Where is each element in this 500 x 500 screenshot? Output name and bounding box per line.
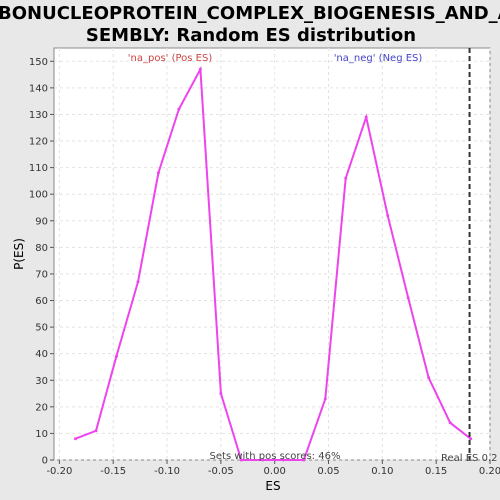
pos-scores-note: Sets with pos scores: 46% xyxy=(210,451,341,462)
x-tick-label: 0.15 xyxy=(425,466,447,477)
y-tick-label: 20 xyxy=(35,402,48,413)
x-tick-label: -0.10 xyxy=(154,466,180,477)
y-tick-label: 50 xyxy=(35,323,48,334)
pos-label: 'na_pos' (Pos ES) xyxy=(128,53,213,64)
x-tick-label: 0.20 xyxy=(479,466,500,477)
y-axis-ticks: 0 10 20 30 40 50 60 70 80 90 100 110 120 130 140 150 xyxy=(29,57,54,467)
data-point xyxy=(198,67,202,71)
y-tick-label: 110 xyxy=(29,163,48,174)
data-point xyxy=(177,107,181,111)
y-tick-label: 70 xyxy=(35,269,48,280)
y-tick-label: 80 xyxy=(35,243,48,254)
x-tick-label: 0.00 xyxy=(264,466,286,477)
data-point xyxy=(114,354,118,358)
data-point xyxy=(364,115,368,119)
x-axis-ticks: -0.20 -0.15 -0.10 -0.05 0.00 0.05 0.10 0.15 0.20 xyxy=(46,460,500,477)
y-tick-label: 90 xyxy=(35,216,48,227)
chart-title-line-2: SEMBLY: Random ES distribution xyxy=(86,25,416,46)
data-point xyxy=(239,458,243,462)
grid-lines xyxy=(54,48,491,461)
y-tick-label: 30 xyxy=(35,376,48,387)
data-point xyxy=(219,392,223,396)
y-tick-label: 0 xyxy=(42,456,48,467)
y-tick-label: 150 xyxy=(29,57,48,68)
data-point xyxy=(406,296,410,300)
y-tick-label: 60 xyxy=(35,296,48,307)
x-tick-label: -0.15 xyxy=(100,466,126,477)
x-tick-label: 0.10 xyxy=(371,466,393,477)
x-tick-label: 0.05 xyxy=(317,466,339,477)
plot-area xyxy=(53,47,491,461)
data-point xyxy=(156,171,160,175)
series-points xyxy=(74,67,473,462)
data-point xyxy=(74,437,78,441)
series-line xyxy=(75,65,472,461)
y-tick-label: 100 xyxy=(29,190,48,201)
data-point xyxy=(281,458,285,462)
data-point xyxy=(469,437,473,441)
data-point xyxy=(136,280,140,284)
data-point xyxy=(94,429,98,433)
data-point xyxy=(323,397,327,401)
x-axis-label: ES xyxy=(265,479,280,493)
neg-label: 'na_neg' (Neg ES) xyxy=(334,53,423,64)
data-point xyxy=(427,376,431,380)
y-tick-label: 130 xyxy=(29,110,48,121)
y-axis-label: P(ES) xyxy=(12,238,26,270)
y-tick-label: 40 xyxy=(35,349,48,360)
x-tick-label: -0.05 xyxy=(208,466,234,477)
data-point xyxy=(261,458,265,462)
chart-title-line-1: RIBONUCLEOPROTEIN_COMPLEX_BIOGENESIS_AND… xyxy=(0,3,500,24)
x-tick-label: -0.20 xyxy=(46,466,72,477)
y-tick-label: 10 xyxy=(35,429,48,440)
real-es-note: Real ES 0.2 xyxy=(441,453,497,464)
data-point xyxy=(448,421,452,425)
data-point xyxy=(386,213,390,217)
y-tick-label: 120 xyxy=(29,137,48,148)
data-point xyxy=(344,176,348,180)
y-tick-label: 140 xyxy=(29,83,48,94)
data-point xyxy=(302,458,306,462)
